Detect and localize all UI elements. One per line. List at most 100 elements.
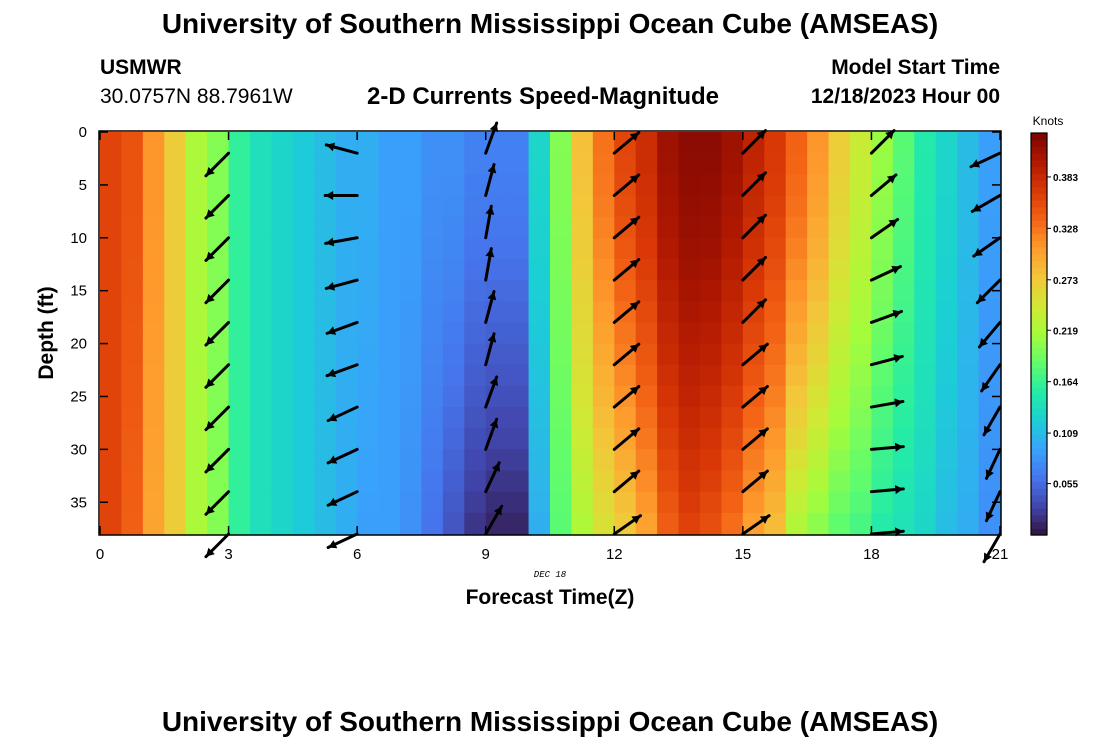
heatmap-cell <box>421 428 444 450</box>
heatmap-cell <box>421 470 444 493</box>
heatmap-cell <box>121 258 144 281</box>
heatmap-cell <box>250 301 273 324</box>
heatmap-cell <box>914 322 937 345</box>
x-tick-label: 15 <box>735 546 752 563</box>
heatmap-cell <box>678 385 701 408</box>
heatmap-cell <box>378 364 401 387</box>
current-arrow <box>612 173 641 197</box>
heatmap-cell <box>828 385 851 408</box>
heatmap-cell <box>828 470 851 493</box>
current-arrow <box>612 514 642 536</box>
heatmap-cell <box>550 132 573 154</box>
heatmap-cell <box>850 428 873 450</box>
heatmap-cell <box>185 237 208 260</box>
current-arrow <box>612 300 641 324</box>
heatmap-cell <box>485 449 508 472</box>
heatmap-cell <box>785 449 808 472</box>
heatmap-cell <box>228 280 251 302</box>
heatmap-cell <box>121 195 144 218</box>
heatmap-cell <box>614 449 637 472</box>
heatmap-cell <box>314 322 337 345</box>
heatmap-cell <box>421 491 444 514</box>
heatmap-cell <box>571 491 594 514</box>
heatmap-cell <box>528 470 551 493</box>
heatmap-cell <box>957 280 980 302</box>
colorbar-segment <box>1031 246 1047 255</box>
y-tick-label: 35 <box>70 494 87 511</box>
heatmap-cell <box>785 132 808 154</box>
heatmap-cell <box>807 195 830 218</box>
arrow-head <box>756 299 766 309</box>
heatmap-cell <box>978 258 1001 281</box>
heatmap-cell <box>571 216 594 239</box>
colorbar-segment <box>1031 153 1047 161</box>
heatmap-cell <box>507 153 530 175</box>
x-tick-label: 3 <box>224 546 232 563</box>
heatmap-cell <box>935 237 958 260</box>
heatmap-cell <box>228 407 251 429</box>
heatmap-cell <box>142 237 165 260</box>
heatmap-cell <box>357 322 380 345</box>
heatmap-cell <box>785 470 808 493</box>
colorbar-segment <box>1031 139 1047 147</box>
heatmap-cell <box>935 364 958 387</box>
heatmap-cell <box>207 343 230 366</box>
heatmap-cell <box>378 385 401 408</box>
arrow-head <box>205 547 215 557</box>
heatmap-cell <box>614 322 637 345</box>
colorbar-segment <box>1031 200 1047 208</box>
heatmap-cell <box>335 258 358 281</box>
heatmap-cell <box>721 512 744 535</box>
current-arrow <box>869 527 905 537</box>
heatmap-cell <box>700 174 723 197</box>
heatmap-cell <box>250 470 273 493</box>
heatmap-cell <box>978 385 1001 408</box>
heatmap-cell <box>700 343 723 366</box>
heatmap-cell <box>507 322 530 345</box>
colorbar-segment <box>1031 340 1047 348</box>
heatmap-cell <box>335 174 358 197</box>
heatmap-cell <box>292 364 315 387</box>
heatmap-cell <box>764 343 787 366</box>
x-axis-ticks: 0 3 6 9 12 15 18 21 <box>96 132 1008 563</box>
heatmap-cell <box>442 174 465 197</box>
heatmap-cell <box>828 237 851 260</box>
heatmap-cell <box>271 491 294 514</box>
current-arrow <box>741 298 767 324</box>
heatmap-cell <box>250 237 273 260</box>
heatmap-cell <box>892 258 915 281</box>
heatmap-cell <box>121 407 144 429</box>
heatmap-cell <box>914 153 937 175</box>
current-arrow <box>869 129 896 155</box>
heatmap-cell <box>935 491 958 514</box>
current-arrow <box>612 215 641 240</box>
current-arrow <box>612 469 641 494</box>
heatmap-cell <box>721 470 744 493</box>
heatmap-cell <box>635 280 658 302</box>
heatmap-cell <box>464 237 487 260</box>
arrow-head <box>759 515 770 524</box>
heatmap-cell <box>571 322 594 345</box>
heatmap-cell <box>635 491 658 514</box>
heatmap-cell <box>571 428 594 450</box>
heatmap-cell <box>550 449 573 472</box>
heatmap-cell <box>421 512 444 535</box>
heatmap-cell <box>400 237 423 260</box>
heatmap-cell <box>678 153 701 175</box>
heatmap-cell <box>271 216 294 239</box>
colorbar-frame <box>1030 132 1048 536</box>
heatmap-cell <box>228 385 251 408</box>
heatmap-cell <box>850 385 873 408</box>
heatmap-cell <box>571 301 594 324</box>
heatmap-cell <box>357 449 380 472</box>
arrow-head <box>489 123 499 133</box>
arrow-head <box>981 381 990 391</box>
heatmap-cell <box>464 258 487 281</box>
heatmap-cell <box>314 258 337 281</box>
heatmap-cell <box>185 491 208 514</box>
heatmap-cell <box>292 174 315 197</box>
current-arrow <box>204 363 231 389</box>
heatmap-cell <box>378 280 401 302</box>
heatmap-cell <box>164 407 187 429</box>
colorbar-segment <box>1031 394 1047 402</box>
